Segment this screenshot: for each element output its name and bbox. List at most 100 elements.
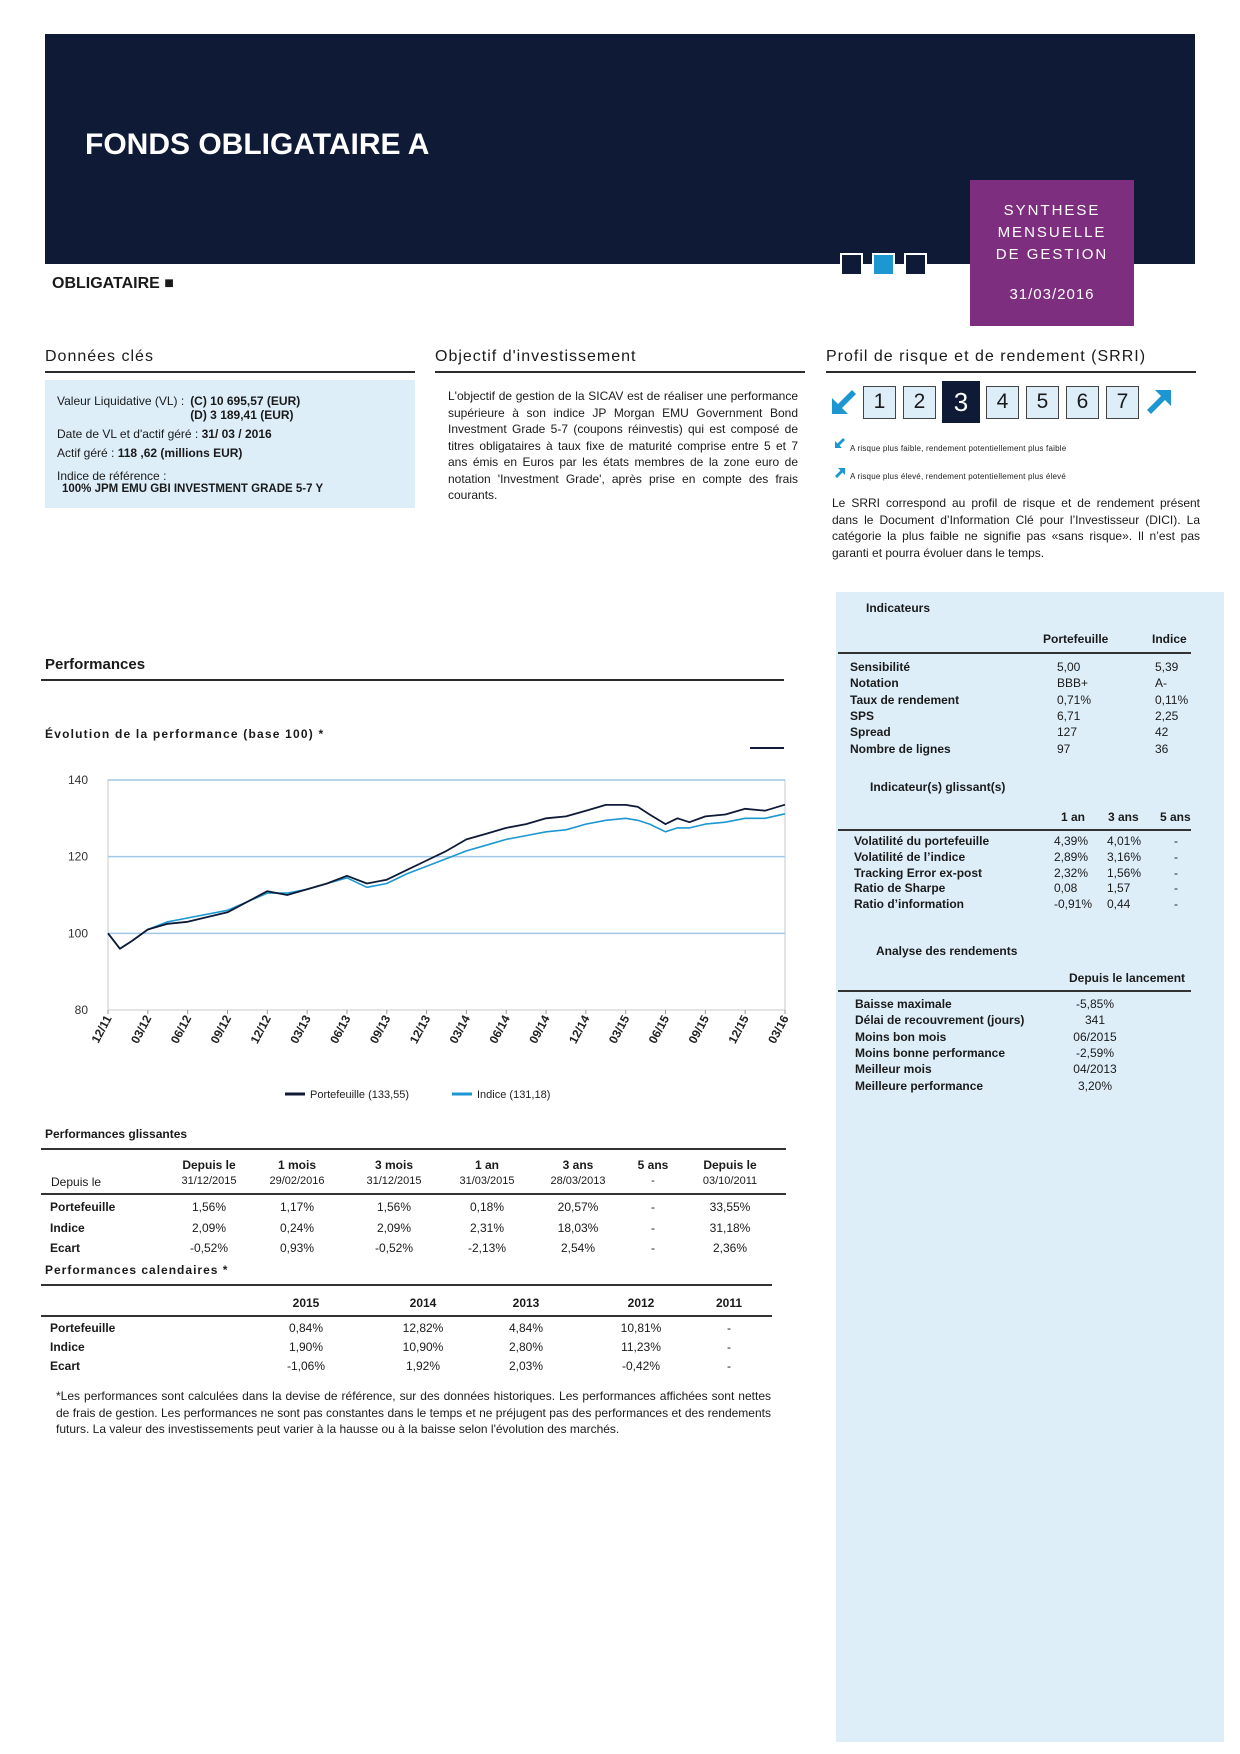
rolling-perf-cell: 18,03% — [557, 1220, 599, 1235]
calendar-perf-cell: 2,03% — [508, 1359, 544, 1373]
rolling-indicator-value: - — [1174, 897, 1178, 912]
rolling-perf-col-header: Depuis le — [703, 1158, 757, 1172]
rolling-indicator-value: 1,56% — [1107, 865, 1142, 880]
indicator-row: Spread 127 42 — [850, 725, 1190, 741]
returns-analysis-value: 3,20% — [1077, 1078, 1113, 1093]
low-risk-arrow-icon — [835, 438, 845, 448]
indicators-col-index: Indice — [1152, 632, 1187, 646]
returns-analysis-label: Délai de recouvrement (jours) — [855, 1013, 1025, 1028]
rolling-perf-col-header: 5 ans — [637, 1158, 669, 1172]
indicator-index-value: A- — [1155, 676, 1167, 691]
performances-heading: Performances — [45, 656, 146, 673]
vl-d-value: (D) 3 189,41 (EUR) — [190, 408, 294, 422]
rolling-perf-cell: 1,56% — [376, 1200, 412, 1214]
indicator-label: Taux de rendement — [850, 692, 960, 707]
rolling-perf-cell: 2,09% — [191, 1220, 227, 1235]
rolling-perf-col-header: 1 an — [474, 1158, 499, 1172]
rolling-perf-cell: - — [651, 1241, 655, 1255]
chart-plot-frame — [107, 779, 786, 1011]
returns-analysis-row: Meilleur mois 04/2013 — [855, 1062, 1195, 1078]
rolling-perf-col-date: - — [651, 1175, 655, 1187]
rolling-perf-cell: 2,54% — [560, 1241, 596, 1255]
rolling-indicator-row: Tracking Error ex-post 2,32% 1,56% - — [854, 866, 1194, 882]
index-value: 100% JPM EMU GBI INVESTMENT GRADE 5-7 Y — [62, 483, 324, 495]
rolling-perf-col-date: 31/12/2015 — [181, 1175, 237, 1187]
vl-label: Valeur Liquidative (VL) : — [57, 394, 185, 408]
indicator-portfolio-value: 0,71% — [1057, 692, 1092, 707]
rolling-perf-cell: 1,56% — [191, 1200, 227, 1214]
rolling-indicator-row: Volatilité de l’indice 2,89% 3,16% - — [854, 850, 1194, 866]
rolling-perf-cell: - — [651, 1200, 655, 1214]
performance-chart: 80 100 120 140 12/11 03/12 06/12 09/12 12/12 03/1… — [68, 773, 792, 1101]
rolling-indicator-value: - — [1174, 834, 1178, 848]
indicator-portfolio-value: BBB+ — [1057, 676, 1089, 691]
index-series-line — [107, 813, 786, 950]
report-date: 31/03/2016 — [1009, 286, 1095, 303]
rolling-perf-col-date: 29/02/2016 — [269, 1175, 325, 1187]
rolling-indicators-rule — [838, 829, 1191, 831]
indicators-col-portfolio: Portefeuille — [1043, 632, 1109, 646]
rolling-perf-col-date: 31/03/2015 — [459, 1175, 515, 1187]
performances-rule — [41, 679, 784, 681]
indicator-portfolio-value: 6,71 — [1057, 708, 1081, 723]
returns-analysis-row: Baisse maximale -5,85% — [855, 997, 1195, 1013]
indicators-panel — [836, 592, 1224, 1742]
returns-analysis-row: Moins bon mois 06/2015 — [855, 1030, 1195, 1046]
rolling-perf-cell: - — [651, 1220, 655, 1235]
chart-x-tick-label: 03/13 — [287, 1013, 314, 1046]
rolling-indicator-row: Volatilité du portefeuille 4,39% 4,01% - — [854, 834, 1194, 850]
indicator-portfolio-value: 5,00 — [1057, 660, 1081, 674]
portfolio-series-line — [107, 803, 786, 950]
arrow-down-left-icon — [832, 390, 856, 414]
returns-analysis-value: -5,85% — [1075, 997, 1115, 1011]
srri-level-5: 5 — [1026, 386, 1059, 419]
calendar-perf-cell: 1,92% — [405, 1359, 441, 1373]
returns-analysis-value: 06/2015 — [1073, 1029, 1117, 1044]
objective-heading: Objectif d'investissement — [435, 348, 637, 365]
indicator-portfolio-value: 127 — [1057, 725, 1078, 740]
rolling-indicator-value: 1,57 — [1107, 881, 1131, 896]
chart-x-tick-label: 12/14 — [566, 1013, 593, 1046]
indicator-label: Spread — [850, 725, 891, 740]
rolling-perf-col-header: 3 mois — [374, 1158, 413, 1172]
calendar-perf-cell: 4,84% — [508, 1321, 544, 1335]
decor-square-1 — [840, 253, 863, 276]
returns-analysis-title: Analyse des rendements — [876, 944, 1018, 958]
rolling-perf-cell: 0,93% — [279, 1241, 315, 1255]
srri-level-3-active: 3 — [942, 381, 980, 423]
indicator-row: Notation BBB+ A- — [850, 676, 1190, 692]
calendar-perf-cell: - — [727, 1321, 731, 1335]
calendar-perf-cell: - — [727, 1340, 731, 1354]
rolling-indicator-label: Volatilité du portefeuille — [854, 834, 990, 848]
chart-x-tick-label: 09/12 — [208, 1013, 235, 1046]
calendar-perf-row-label: Portefeuille — [50, 1321, 116, 1335]
chart-x-tick-label: 09/13 — [367, 1013, 394, 1046]
returns-analysis-value: -2,59% — [1075, 1045, 1115, 1060]
rolling-indicator-value: 0,44 — [1107, 897, 1131, 912]
rolling-ind-col-3: 5 ans — [1160, 810, 1191, 824]
report-type-box: SYNTHESE MENSUELLE DE GESTION 31/03/2016 — [970, 180, 1134, 326]
calendar-perf-col-header: 2015 — [292, 1296, 320, 1310]
indicator-label: Nombre de lignes — [850, 741, 951, 756]
rolling-perf-since-label: Depuis le — [51, 1175, 102, 1189]
returns-analysis-label: Moins bon mois — [855, 1029, 947, 1044]
rolling-indicator-value: - — [1174, 881, 1178, 896]
key-data-rule — [45, 371, 415, 373]
srri-level-2: 2 — [903, 386, 936, 419]
srri-low-note: A risque plus faible, rendement potentie… — [850, 444, 1067, 453]
calendar-perf-cell: - — [727, 1359, 731, 1373]
report-type-line-2: MENSUELLE — [997, 224, 1107, 241]
rolling-indicator-label: Tracking Error ex-post — [854, 865, 983, 880]
rolling-perf-col-header: 1 mois — [277, 1158, 316, 1172]
chart-x-tick-label: 12/12 — [247, 1013, 274, 1046]
calendar-perf-cell: 2,80% — [508, 1340, 544, 1354]
chart-x-tick-label: 03/14 — [447, 1013, 474, 1046]
arrow-up-right-icon — [1147, 390, 1171, 414]
chart-title-mark — [750, 747, 784, 749]
rolling-perf-cell: 2,36% — [712, 1241, 748, 1255]
returns-analysis-label: Moins bonne performance — [855, 1045, 1006, 1060]
calendar-perf-col-header: 2014 — [409, 1296, 437, 1310]
rolling-perf-cell: -2,13% — [467, 1241, 507, 1255]
rolling-indicator-label: Ratio de Sharpe — [854, 881, 946, 896]
rolling-perf-top-rule — [41, 1148, 786, 1150]
